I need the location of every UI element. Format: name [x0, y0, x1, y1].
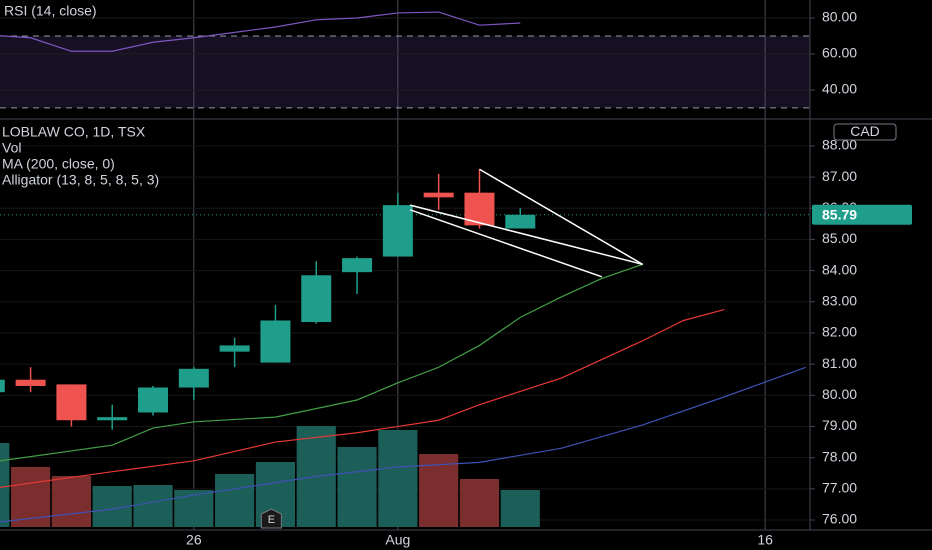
rsi-line [0, 11, 521, 52]
y-tick-label: 79.00 [822, 417, 857, 433]
last-price-badge [812, 204, 912, 225]
y-tick-label: 84.00 [822, 261, 857, 277]
y-tick-label: 80.00 [822, 9, 857, 25]
y-tick-label: 87.00 [822, 168, 857, 184]
axes: 26 Aug 16 76.00 77.00 78.00 79.00 80.00 81.00 82.… [186, 9, 912, 548]
legend-item: Alligator (13, 8, 5, 8, 5, 3) [2, 172, 159, 188]
candle-body [505, 214, 536, 229]
currency: CAD [850, 123, 880, 139]
y-tick-label: 83.00 [822, 292, 857, 308]
ma-line [0, 308, 725, 489]
y-tick-label: 76.00 [822, 511, 857, 527]
trendline [479, 168, 644, 266]
y-tick-label: 82.00 [822, 324, 857, 340]
volume-bar [459, 479, 500, 527]
ma-line [0, 263, 643, 462]
candle-body [342, 258, 373, 273]
y-tick-label: 88.00 [822, 137, 857, 153]
candle-body [382, 205, 413, 257]
volume-bar [0, 443, 10, 527]
volume-bar [215, 474, 255, 527]
candle-body [0, 379, 5, 393]
currency-box [833, 123, 897, 141]
y-tick-label: 60.00 [822, 45, 857, 61]
legend-item: Vol [2, 140, 21, 156]
x-tick-label: 16 [757, 532, 773, 548]
y-tick-label: 85.00 [822, 230, 857, 246]
y-tick-label: 80.00 [822, 386, 857, 402]
trendline [409, 209, 603, 278]
y-tick-label: 77.00 [822, 480, 857, 496]
event-marker [260, 508, 282, 529]
y-tick-label: 81.00 [822, 355, 857, 371]
candle-body [423, 192, 454, 198]
candle-body [97, 417, 128, 421]
x-tick-label: Aug [385, 532, 410, 548]
candle-body [15, 379, 46, 386]
event-label: E [268, 514, 275, 526]
last-price-label: 85.79 [822, 206, 857, 222]
candle-body [219, 345, 250, 352]
volume-bar [378, 430, 418, 527]
volume-bar [337, 447, 377, 527]
volume-bar [419, 454, 459, 527]
volume-bar [51, 476, 91, 527]
volume-bar [174, 490, 214, 527]
candle-body [178, 368, 209, 388]
trendline [409, 204, 643, 266]
candle-body [56, 384, 87, 421]
volume-bar [133, 485, 173, 527]
y-tick-label: 40.00 [822, 81, 857, 97]
candle-body [301, 275, 332, 323]
plot-area: E [0, 0, 810, 530]
rsi-title: RSI (14, close) [4, 3, 97, 19]
legend-item: MA (200, close, 0) [2, 156, 115, 172]
rsi-band [0, 35, 810, 108]
x-tick-label: 26 [186, 532, 202, 548]
ma-line [0, 366, 807, 523]
candle-body [138, 387, 169, 413]
chart-title: LOBLAW CO, 1D, TSX [2, 124, 146, 140]
volume-bar [500, 490, 540, 527]
candle-body [260, 320, 291, 363]
y-tick-label: 78.00 [822, 448, 857, 464]
